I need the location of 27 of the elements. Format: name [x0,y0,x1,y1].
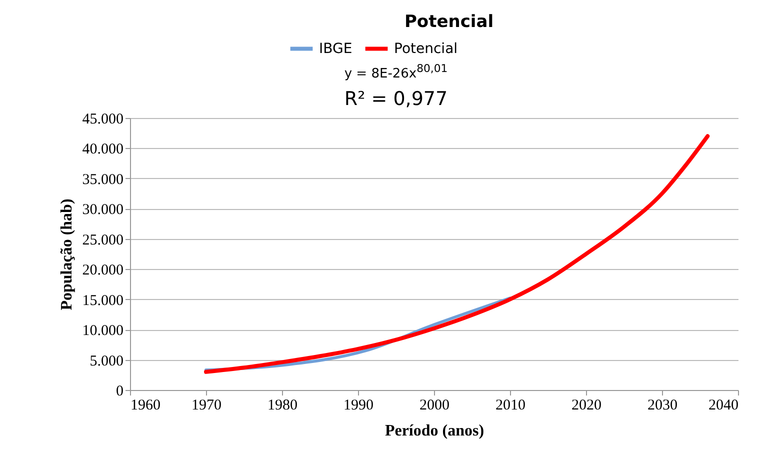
chart-title: Potencial [404,12,494,32]
x-tick-label: 2040 [708,398,738,414]
y-tick-label: 30.000 [82,202,124,218]
legend-label: IBGE [319,40,352,57]
y-axis-title: População (hab) [58,198,76,310]
y-tick-label: 35.000 [82,172,124,188]
x-tick-label: 2010 [496,398,526,414]
x-tick-label: 1970 [192,398,222,414]
y-tick-label: 25.000 [82,232,124,248]
x-tick-label: 2000 [420,398,450,414]
y-tick-label: 10.000 [82,323,124,340]
x-tick-label: 2030 [648,398,678,414]
legend-label: Potencial [394,40,458,57]
x-axis-title: Período (anos) [384,422,484,440]
y-tick-label: 20.000 [82,262,124,279]
y-tick-label: 45.000 [82,112,124,128]
text: R² = 0,977 [343,88,449,110]
y-tick-label: 0 [116,384,124,400]
line-series [204,134,710,374]
x-tick-label: 1990 [344,398,374,414]
y-tick-label: 40.000 [82,142,124,158]
text: y = 8E-26x$^{80,01}$ [343,62,449,82]
y-tick-label: 5.000 [90,353,124,370]
x-tick-label: 1960 [130,398,160,414]
x-tick-label: 2020 [572,398,602,414]
y-tick-label: 15.000 [82,292,124,309]
x-tick-label: 1980 [268,398,298,414]
